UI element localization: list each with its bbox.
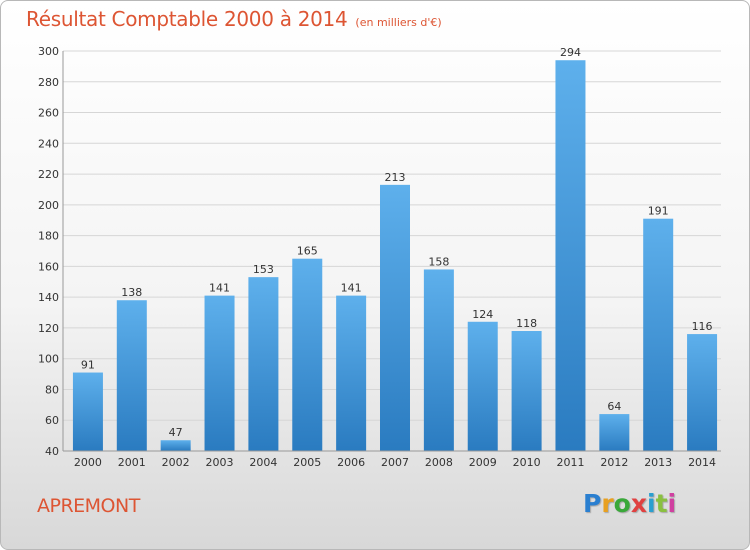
y-tick-label: 160: [38, 260, 59, 273]
chart-header: Résultat Comptable 2000 à 2014 (en millie…: [26, 7, 442, 31]
logo-letter: P: [583, 489, 602, 518]
bar-value-label: 191: [648, 205, 669, 218]
y-tick-label: 220: [38, 168, 59, 181]
bar-2006: [336, 295, 367, 451]
bar-2014: [687, 334, 718, 451]
bar-2009: [467, 321, 498, 451]
commune-name: APREMONT: [37, 495, 140, 517]
bar-2003: [204, 295, 235, 451]
x-tick-label: 2006: [337, 456, 365, 469]
x-tick-label: 2003: [206, 456, 234, 469]
y-tick-label: 40: [45, 445, 59, 458]
bar-2008: [423, 269, 454, 451]
x-tick-label: 2004: [249, 456, 277, 469]
bar-value-label: 153: [253, 263, 274, 276]
x-tick-label: 2001: [118, 456, 146, 469]
y-tick-label: 140: [38, 291, 59, 304]
bar-value-label: 116: [692, 320, 713, 333]
x-tick-label: 2007: [381, 456, 409, 469]
bar-value-label: 124: [472, 308, 493, 321]
x-tick-label: 2011: [556, 456, 584, 469]
x-tick-label: 2008: [425, 456, 453, 469]
bar-value-label: 91: [81, 359, 95, 372]
proxiti-logo[interactable]: Proxiti: [583, 489, 676, 518]
bar-value-label: 64: [607, 400, 621, 413]
logo-letter: i: [667, 489, 677, 518]
bar-2001: [116, 300, 147, 451]
bar-value-label: 118: [516, 317, 537, 330]
bar-2004: [248, 277, 279, 451]
x-tick-label: 2010: [513, 456, 541, 469]
y-tick-label: 80: [45, 383, 59, 396]
bar-2000: [72, 372, 103, 451]
bar-value-label: 158: [428, 255, 449, 268]
bar-2012: [599, 414, 630, 451]
x-tick-label: 2013: [644, 456, 672, 469]
chart-unit: (en milliers d'€): [355, 16, 442, 29]
y-tick-label: 200: [38, 199, 59, 212]
bar-2010: [511, 331, 542, 451]
bar-value-label: 47: [169, 426, 183, 439]
x-tick-label: 2009: [469, 456, 497, 469]
y-tick-label: 120: [38, 322, 59, 335]
bar-value-label: 294: [560, 46, 581, 59]
logo-letter: i: [647, 489, 656, 518]
bar-value-label: 141: [341, 282, 362, 295]
x-tick-label: 2012: [600, 456, 628, 469]
bar-2007: [380, 184, 410, 451]
bar-2002: [160, 440, 191, 451]
y-tick-label: 260: [38, 107, 59, 120]
x-axis: 2000 2001 2002 2003 2004 2005 2006 2007 2008 2009…: [63, 450, 721, 469]
bar-value-label: 138: [121, 286, 142, 299]
y-tick-label: 60: [45, 414, 59, 427]
bar-value-label: 141: [209, 282, 230, 295]
logo-letter: o: [613, 489, 631, 518]
y-tick-label: 240: [38, 137, 59, 150]
bar-2005: [292, 258, 323, 451]
logo-letter: t: [655, 489, 668, 518]
x-tick-label: 2000: [74, 456, 102, 469]
bar-value-label: 213: [385, 171, 406, 184]
bar-2013: [643, 218, 674, 451]
logo-letter: r: [601, 489, 614, 518]
y-tick-label: 280: [38, 76, 59, 89]
bars: 91 138 47 141 153 165 141 213 158 124 118 294 64 191 1…: [72, 46, 718, 451]
y-tick-label: 180: [38, 230, 59, 243]
chart-title: Résultat Comptable 2000 à 2014: [26, 7, 348, 31]
x-tick-label: 2014: [688, 456, 716, 469]
x-tick-label: 2002: [162, 456, 190, 469]
y-tick-label: 300: [38, 45, 59, 58]
bar-2011: [555, 60, 586, 451]
x-tick-label: 2005: [293, 456, 321, 469]
bar-value-label: 165: [297, 245, 318, 258]
y-axis: 40 60 80 100 120 140 160 180 200 220 240 260 280 300: [38, 45, 64, 458]
logo-letter: x: [630, 489, 647, 518]
y-tick-label: 100: [38, 353, 59, 366]
